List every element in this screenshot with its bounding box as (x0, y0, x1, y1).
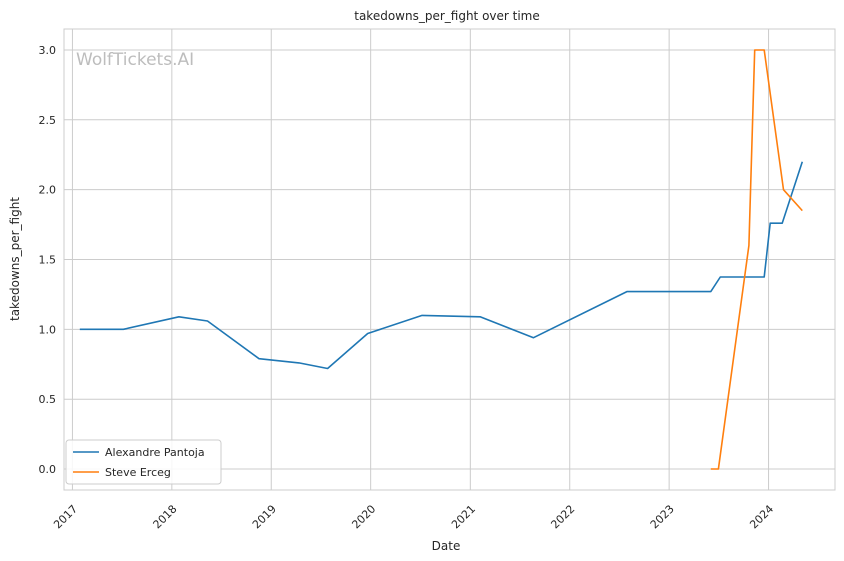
data-point-alexandre-pantoja (625, 290, 628, 293)
data-point-alexandre-pantoja (78, 328, 81, 331)
legend-label-alexandre-pantoja: Alexandre Pantoja (105, 446, 205, 459)
data-point-steve-erceg (782, 188, 785, 191)
y-tick-label: 1.5 (39, 254, 57, 267)
data-point-alexandre-pantoja (801, 160, 804, 163)
y-axis-title: takedowns_per_fight (8, 197, 22, 321)
legend-label-steve-erceg: Steve Erceg (105, 466, 171, 479)
chart-title: takedowns_per_fight over time (354, 9, 540, 23)
data-point-alexandre-pantoja (479, 315, 482, 318)
legend: Alexandre Pantoja Steve Erceg (65, 439, 222, 485)
data-point-alexandre-pantoja (719, 275, 722, 278)
y-tick-label: 3.0 (39, 44, 57, 57)
data-point-alexandre-pantoja (366, 332, 369, 335)
series-line-steve-erceg (710, 49, 803, 470)
data-point-alexandre-pantoja (257, 357, 260, 360)
data-point-alexandre-pantoja (421, 314, 424, 317)
data-point-alexandre-pantoja (709, 290, 712, 293)
data-point-alexandre-pantoja (532, 336, 535, 339)
legend-box (65, 439, 222, 485)
data-point-steve-erceg (753, 48, 756, 51)
data-point-alexandre-pantoja (763, 275, 766, 278)
data-point-steve-erceg (717, 468, 720, 471)
data-point-steve-erceg (709, 468, 712, 471)
plot-area-frame (63, 28, 836, 491)
data-point-alexandre-pantoja (781, 222, 784, 225)
data-point-alexandre-pantoja (122, 328, 125, 331)
y-axis-ticks: 0.0 0.5 1.0 1.5 2.0 2.5 3.0 (39, 44, 57, 476)
data-point-alexandre-pantoja (298, 361, 301, 364)
y-tick-label: 2.0 (39, 184, 57, 197)
x-axis-title: Date (432, 539, 461, 553)
data-point-alexandre-pantoja (326, 367, 329, 370)
y-tick-label: 0.5 (39, 393, 57, 406)
data-point-alexandre-pantoja (206, 319, 209, 322)
data-point-steve-erceg (801, 209, 804, 212)
y-tick-label: 2.5 (39, 114, 57, 127)
data-point-steve-erceg (763, 48, 766, 51)
series-line-alexandre-pantoja (79, 161, 804, 370)
y-tick-label: 1.0 (39, 323, 57, 336)
series-layer (78, 48, 804, 471)
data-point-alexandre-pantoja (769, 222, 772, 225)
watermark: WolfTickets.AI (76, 50, 194, 70)
data-point-steve-erceg (747, 244, 750, 247)
data-point-alexandre-pantoja (177, 315, 180, 318)
y-tick-label: 0.0 (39, 463, 57, 476)
